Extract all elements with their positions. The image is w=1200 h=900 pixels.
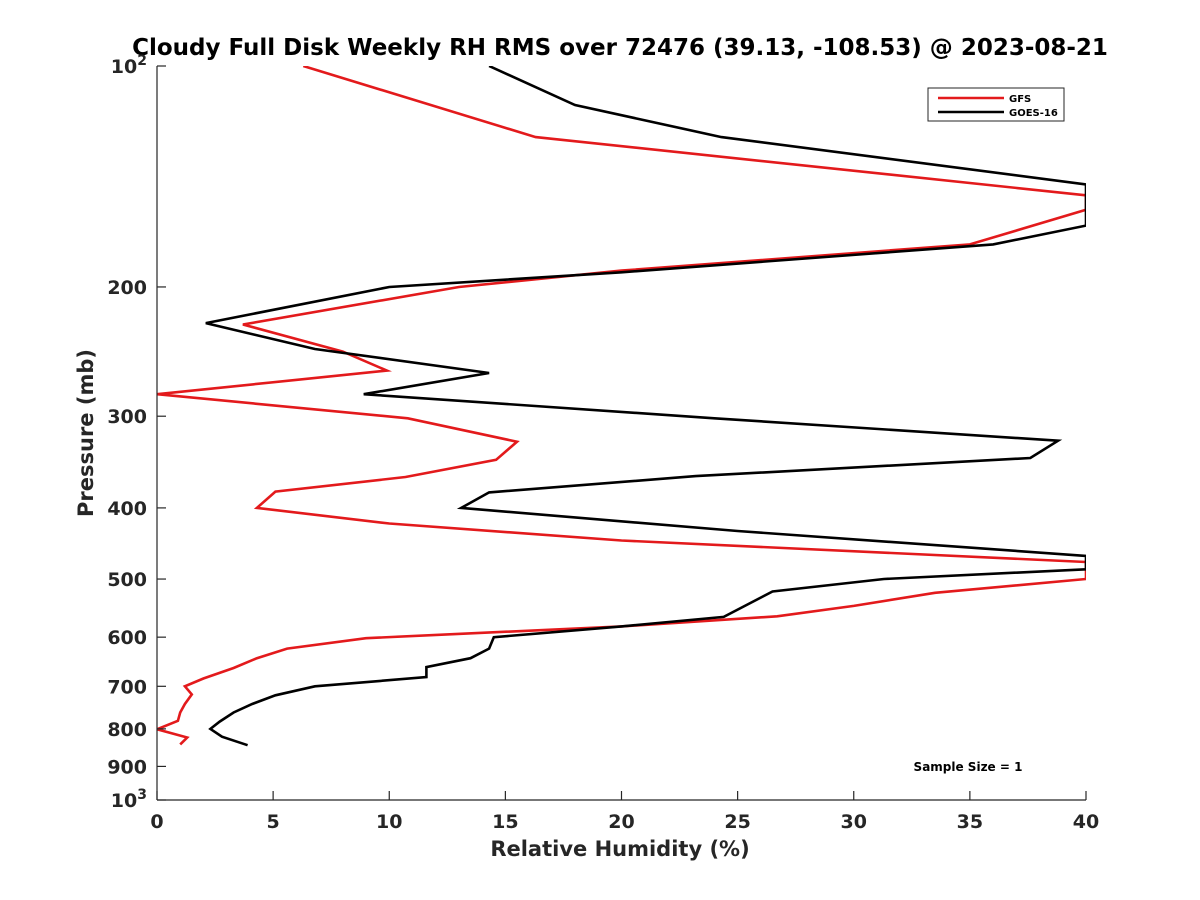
x-axis-label: Relative Humidity (%) [490, 837, 749, 861]
x-tick-label: 20 [608, 811, 634, 833]
legend-label: GOES-16 [1009, 108, 1058, 119]
chart-title: Cloudy Full Disk Weekly RH RMS over 7247… [132, 35, 1108, 61]
series-line-goes-16 [205, 66, 1086, 747]
plot-area [157, 66, 1086, 747]
y-tick-label: 300 [107, 406, 147, 428]
x-tick-label: 0 [150, 811, 163, 833]
y-axis-label: Pressure (mb) [74, 349, 98, 517]
y-tick-label: 400 [107, 498, 147, 520]
x-axis: 0 5 10 15 20 25 30 35 40 [150, 791, 1099, 833]
y-tick-label: 600 [107, 627, 147, 649]
x-tick-label: 35 [957, 811, 983, 833]
sample-size-annotation: Sample Size = 1 [914, 760, 1023, 774]
x-tick-label: 10 [376, 811, 402, 833]
y-tick-label: 103 [111, 787, 147, 812]
legend-label: GFS [1009, 94, 1031, 105]
y-axis: 102 200 300 400 500 600 700 800 900 103 [107, 53, 166, 812]
y-tick-label: 800 [107, 719, 147, 741]
y-tick-label: 900 [107, 756, 147, 778]
y-tick-label: 200 [107, 277, 147, 299]
series-line-gfs [157, 66, 1086, 746]
x-tick-label: 5 [267, 811, 280, 833]
x-tick-label: 25 [724, 811, 750, 833]
legend-box [927, 87, 1065, 122]
y-tick-label: 102 [111, 53, 147, 78]
legend: GFS GOES-16 [927, 87, 1065, 122]
x-tick-label: 40 [1073, 811, 1099, 833]
y-tick-label: 700 [107, 676, 147, 698]
y-tick-label: 500 [107, 569, 147, 591]
x-tick-label: 15 [492, 811, 518, 833]
x-tick-label: 30 [841, 811, 867, 833]
